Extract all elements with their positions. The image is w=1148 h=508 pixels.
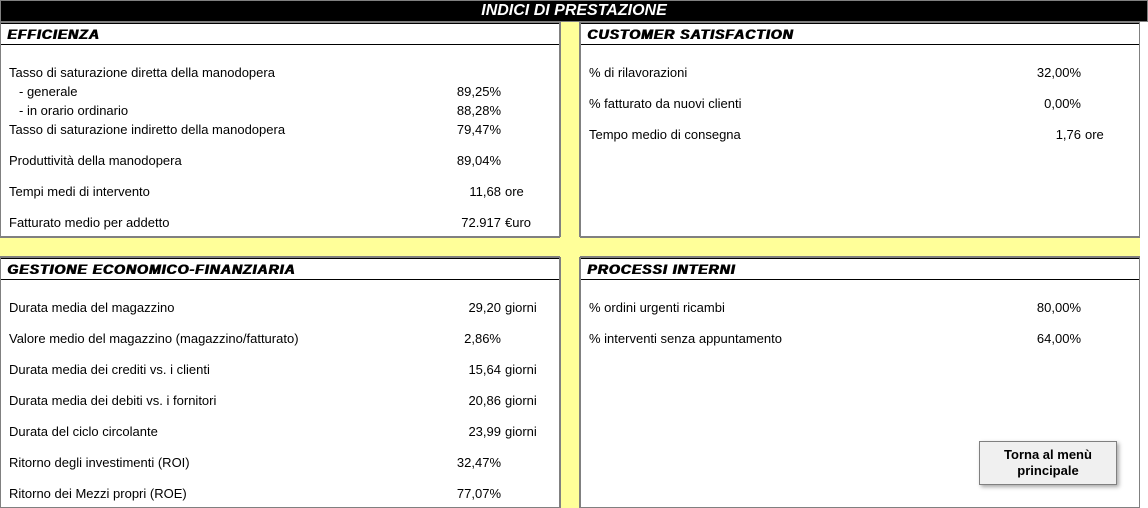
panel-header-gestione: GESTIONE ECONOMICO-FINANZIARIA bbox=[1, 258, 559, 280]
unit: giorni bbox=[501, 393, 551, 408]
label: Durata media dei crediti vs. i clienti bbox=[9, 362, 441, 377]
row-tempi-intervento: Tempi medi di intervento 11,68 ore bbox=[9, 182, 551, 201]
label: Produttività della manodopera bbox=[9, 153, 441, 168]
panel-header-efficienza: EFFICIENZA bbox=[1, 23, 559, 45]
value: 29,20 bbox=[441, 300, 501, 315]
panel-header-processi: PROCESSI INTERNI bbox=[581, 258, 1139, 280]
row-saturazione-diretta: Tasso di saturazione diretta della manod… bbox=[9, 63, 551, 82]
value: 32,47% bbox=[441, 455, 501, 470]
dashboard-grid: EFFICIENZA Tasso di saturazione diretta … bbox=[0, 22, 1148, 508]
label: Tempo medio di consegna bbox=[589, 127, 1021, 142]
label: Durata media del magazzino bbox=[9, 300, 441, 315]
page-title: INDICI DI PRESTAZIONE bbox=[0, 0, 1148, 22]
row-interventi-senza-app: % interventi senza appuntamento 64,00% bbox=[589, 329, 1131, 348]
vertical-divider bbox=[560, 22, 580, 237]
row-orario-ordinario: - in orario ordinario 88,28% bbox=[9, 101, 551, 120]
label: Durata media dei debiti vs. i fornitori bbox=[9, 393, 441, 408]
row-saturazione-indiretto: Tasso di saturazione indiretto della man… bbox=[9, 120, 551, 139]
value: 88,28% bbox=[441, 103, 501, 118]
value: 89,04% bbox=[441, 153, 501, 168]
label: Valore medio del magazzino (magazzino/fa… bbox=[9, 331, 441, 346]
label: % ordini urgenti ricambi bbox=[589, 300, 1021, 315]
row-durata-crediti: Durata media dei crediti vs. i clienti 1… bbox=[9, 360, 551, 379]
row-tempo-consegna: Tempo medio di consegna 1,76 ore bbox=[589, 125, 1131, 144]
panel-header-customer: CUSTOMER SATISFACTION bbox=[581, 23, 1139, 45]
value: 77,07% bbox=[441, 486, 501, 501]
back-to-menu-button[interactable]: Torna al menù principale bbox=[979, 441, 1117, 485]
row-ciclo-circolante: Durata del ciclo circolante 23,99 giorni bbox=[9, 422, 551, 441]
label: Durata del ciclo circolante bbox=[9, 424, 441, 439]
panel-gestione: GESTIONE ECONOMICO-FINANZIARIA Durata me… bbox=[0, 257, 560, 508]
panel-body-processi: % ordini urgenti ricambi 80,00% % interv… bbox=[581, 280, 1139, 352]
label: % fatturato da nuovi clienti bbox=[589, 96, 1021, 111]
vertical-divider bbox=[560, 257, 580, 508]
row-roe: Ritorno dei Mezzi propri (ROE) 77,07% bbox=[9, 484, 551, 503]
value: 0,00% bbox=[1021, 96, 1081, 111]
value: 23,99 bbox=[441, 424, 501, 439]
value: 72.917 bbox=[441, 215, 501, 230]
unit: ore bbox=[1081, 127, 1131, 142]
row-ordini-urgenti: % ordini urgenti ricambi 80,00% bbox=[589, 298, 1131, 317]
value: 80,00% bbox=[1021, 300, 1081, 315]
unit: ore bbox=[501, 184, 551, 199]
unit: giorni bbox=[501, 300, 551, 315]
unit: giorni bbox=[501, 424, 551, 439]
label: Tasso di saturazione diretta della manod… bbox=[9, 65, 551, 80]
panel-customer: CUSTOMER SATISFACTION % di rilavorazioni… bbox=[580, 22, 1140, 237]
value: 20,86 bbox=[441, 393, 501, 408]
label: - generale bbox=[19, 84, 441, 99]
row-generale: - generale 89,25% bbox=[9, 82, 551, 101]
value: 1,76 bbox=[1021, 127, 1081, 142]
label: % interventi senza appuntamento bbox=[589, 331, 1021, 346]
row-rilavorazioni: % di rilavorazioni 32,00% bbox=[589, 63, 1131, 82]
label: Ritorno degli investimenti (ROI) bbox=[9, 455, 441, 470]
horizontal-divider bbox=[0, 237, 560, 257]
value: 15,64 bbox=[441, 362, 501, 377]
unit: giorni bbox=[501, 362, 551, 377]
value: 89,25% bbox=[441, 84, 501, 99]
value: 11,68 bbox=[441, 184, 501, 199]
panel-body-gestione: Durata media del magazzino 29,20 giorni … bbox=[1, 280, 559, 507]
row-fatturato-addetto: Fatturato medio per addetto 72.917 €uro bbox=[9, 213, 551, 232]
row-produttivita: Produttività della manodopera 89,04% bbox=[9, 151, 551, 170]
panel-efficienza: EFFICIENZA Tasso di saturazione diretta … bbox=[0, 22, 560, 237]
divider-cross bbox=[560, 237, 580, 257]
row-durata-magazzino: Durata media del magazzino 29,20 giorni bbox=[9, 298, 551, 317]
label: Ritorno dei Mezzi propri (ROE) bbox=[9, 486, 441, 501]
unit: €uro bbox=[501, 215, 551, 230]
value: 2,86% bbox=[441, 331, 501, 346]
label: Tasso di saturazione indiretto della man… bbox=[9, 122, 441, 137]
panel-processi: PROCESSI INTERNI % ordini urgenti ricamb… bbox=[580, 257, 1140, 508]
value: 64,00% bbox=[1021, 331, 1081, 346]
label: Tempi medi di intervento bbox=[9, 184, 441, 199]
row-valore-magazzino: Valore medio del magazzino (magazzino/fa… bbox=[9, 329, 551, 348]
label: % di rilavorazioni bbox=[589, 65, 1021, 80]
horizontal-divider bbox=[580, 237, 1140, 257]
row-nuovi-clienti: % fatturato da nuovi clienti 0,00% bbox=[589, 94, 1131, 113]
value: 79,47% bbox=[441, 122, 501, 137]
panel-body-customer: % di rilavorazioni 32,00% % fatturato da… bbox=[581, 45, 1139, 148]
row-durata-debiti: Durata media dei debiti vs. i fornitori … bbox=[9, 391, 551, 410]
label: - in orario ordinario bbox=[19, 103, 441, 118]
row-roi: Ritorno degli investimenti (ROI) 32,47% bbox=[9, 453, 551, 472]
label: Fatturato medio per addetto bbox=[9, 215, 441, 230]
panel-body-efficienza: Tasso di saturazione diretta della manod… bbox=[1, 45, 559, 236]
value: 32,00% bbox=[1021, 65, 1081, 80]
